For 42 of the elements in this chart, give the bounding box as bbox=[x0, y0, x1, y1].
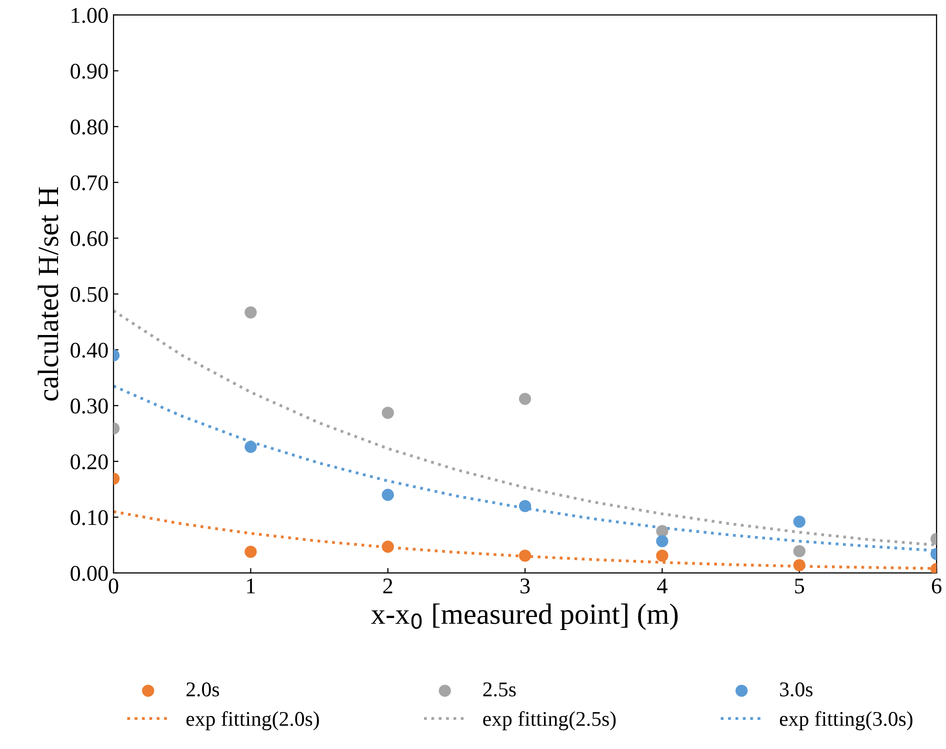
point bbox=[382, 540, 394, 553]
y-axis-title: calculated H/set H bbox=[38, 187, 58, 401]
x-tick-label: 4 bbox=[657, 578, 668, 594]
x-tick-label: 1 bbox=[247, 578, 255, 594]
point bbox=[793, 516, 806, 528]
point bbox=[244, 546, 257, 558]
point bbox=[656, 535, 668, 548]
point bbox=[382, 488, 394, 501]
y-tick-label: 1.00 bbox=[72, 8, 108, 24]
y-tick-label: 0.50 bbox=[70, 286, 108, 302]
y-tick-label: 0.20 bbox=[70, 454, 108, 470]
legend-label: exp fitting(2.0s) bbox=[186, 711, 319, 730]
legend-label: exp fitting(2.5s) bbox=[483, 711, 616, 730]
x-tick-label: 3 bbox=[520, 578, 530, 594]
y-tick-label: 0.40 bbox=[70, 342, 108, 358]
point bbox=[656, 525, 668, 538]
point bbox=[244, 306, 257, 318]
point bbox=[518, 550, 532, 562]
x-tick-label: 0 bbox=[108, 578, 118, 594]
legend-label: exp fitting(3.0s) bbox=[780, 711, 912, 730]
legend-label: 3.0s bbox=[780, 682, 812, 697]
x-tick-label: 5 bbox=[795, 578, 804, 594]
y-tick-label: 0.00 bbox=[70, 566, 108, 582]
y-tick-label: 0.70 bbox=[70, 175, 108, 190]
legend-label: 2.0s bbox=[186, 682, 220, 697]
x-axis-title: x-x$_{0}$ [measured point] (m) bbox=[371, 604, 678, 630]
line-series bbox=[114, 309, 937, 546]
point bbox=[244, 440, 257, 453]
point bbox=[518, 500, 532, 512]
y-tick-label: 0.80 bbox=[70, 120, 108, 135]
legend-label: 2.5s bbox=[483, 682, 516, 697]
y-tick-label: 0.90 bbox=[70, 64, 108, 79]
point bbox=[656, 550, 668, 562]
point bbox=[793, 545, 806, 558]
point bbox=[518, 392, 532, 405]
y-tick-label: 0.30 bbox=[70, 398, 108, 414]
y-tick-label: 0.60 bbox=[70, 231, 108, 246]
x-tick-label: 6 bbox=[932, 578, 942, 594]
x-tick-label: 2 bbox=[383, 578, 392, 594]
y-tick-label: 0.10 bbox=[70, 510, 108, 526]
point bbox=[382, 406, 394, 419]
point bbox=[793, 559, 806, 572]
